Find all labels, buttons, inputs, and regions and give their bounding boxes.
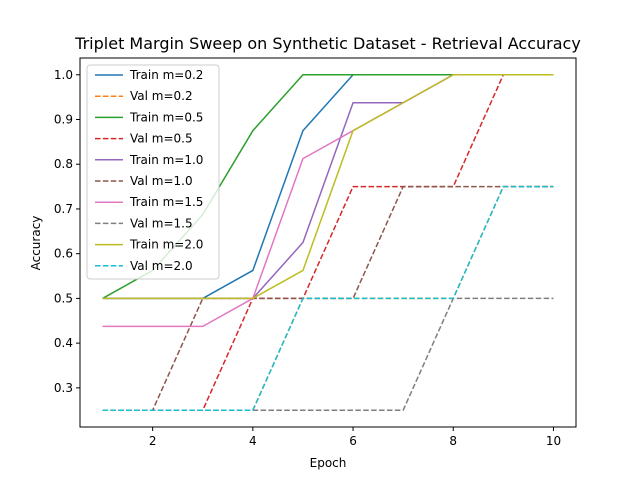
legend-label: Val m=0.2: [130, 89, 193, 103]
series-line-9: [102, 185, 554, 411]
legend-label: Val m=0.5: [130, 132, 193, 146]
x-axis-label: Epoch: [310, 456, 347, 470]
series-line-5: [102, 185, 554, 411]
series-line-8: [102, 74, 554, 300]
legend-label: Train m=2.0: [129, 238, 203, 252]
legend-box: [86, 64, 220, 280]
legend-label: Train m=0.2: [129, 68, 203, 82]
x-axis: 2 4 6 8 10: [149, 427, 561, 448]
y-tick-label: 0.4: [54, 336, 73, 350]
y-tick-label: 1.0: [54, 68, 73, 82]
y-axis-label: Accuracy: [29, 216, 43, 271]
chart-title: Triplet Margin Sweep on Synthetic Datase…: [74, 34, 581, 53]
legend: Train m=0.2 Val m=0.2 Train m=0.5 Val m=0.5…: [86, 64, 220, 280]
y-tick-label: 0.3: [54, 381, 73, 395]
legend-label: Train m=1.0: [129, 153, 203, 167]
y-tick-label: 0.5: [54, 291, 73, 305]
x-tick-label: 6: [349, 434, 357, 448]
legend-label: Val m=1.5: [130, 216, 193, 230]
legend-label: Val m=1.0: [130, 174, 193, 188]
y-tick-label: 0.6: [54, 247, 73, 261]
x-tick-label: 10: [546, 434, 561, 448]
legend-label: Train m=0.5: [129, 110, 203, 124]
legend-label: Val m=2.0: [130, 259, 193, 273]
axes-spine: [79, 57, 577, 428]
legend-label: Train m=1.5: [129, 195, 203, 209]
y-tick-label: 0.7: [54, 202, 73, 216]
y-axis: 0.3 0.4 0.5 0.6 0.7 0.8 0.9 1.0: [54, 68, 80, 395]
x-tick-label: 2: [149, 434, 157, 448]
y-tick-label: 0.9: [54, 113, 73, 127]
y-tick-label: 0.8: [54, 157, 73, 171]
x-tick-label: 4: [249, 434, 257, 448]
series-layer: [102, 74, 554, 411]
x-tick-label: 8: [449, 434, 457, 448]
